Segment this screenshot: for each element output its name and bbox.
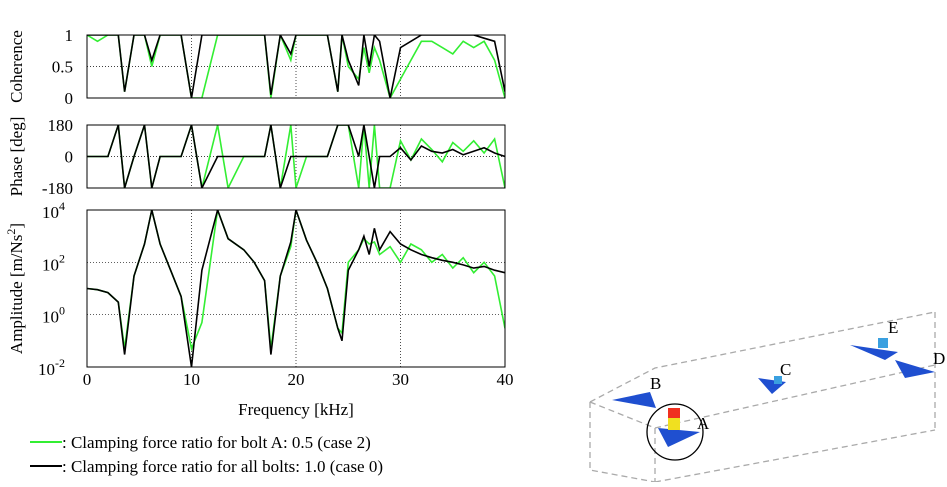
y-axis-label: Phase [deg] — [7, 117, 26, 197]
x-tick-label: 0 — [83, 370, 92, 389]
x-tick-label: 10 — [183, 370, 200, 389]
y-tick-label: 180 — [48, 116, 74, 135]
y-tick-label: 104 — [42, 199, 65, 222]
plot-frame — [86, 124, 506, 189]
y-tick-label: 0.5 — [52, 58, 73, 77]
y-tick-label: 100 — [42, 304, 65, 327]
bolt-label: B — [650, 374, 661, 393]
y-tick-label: 1 — [65, 26, 74, 45]
x-tick-label: 30 — [392, 370, 409, 389]
y-tick-exponent: 2 — [59, 251, 65, 265]
y-tick-label: 0 — [65, 89, 74, 108]
series-line — [87, 210, 505, 367]
series-line — [87, 35, 505, 98]
bolt-label: C — [780, 360, 791, 379]
legend-label: : Clamping force ratio for all bolts: 1.… — [62, 457, 383, 476]
y-tick-exponent: 0 — [59, 304, 65, 318]
y-tick-exponent: 4 — [59, 199, 65, 213]
bolt-label: E — [888, 318, 898, 337]
y-tick-label: -180 — [42, 179, 73, 198]
y-axis-label-part: Amplitude [m/Ns — [7, 235, 26, 354]
y-axis-label-part: ] — [7, 223, 26, 229]
plot-frame — [86, 34, 506, 99]
series-line — [87, 35, 505, 98]
y-axis-label-part: 2 — [4, 229, 18, 235]
y-tick-label: 102 — [42, 251, 65, 274]
y-axis-label: Coherence — [7, 30, 26, 103]
legend-label: : Clamping force ratio for bolt A: 0.5 (… — [62, 433, 371, 452]
bolt-diagram: B A C D E — [589, 311, 945, 483]
x-tick-label: 40 — [497, 370, 514, 389]
y-tick-label: 0 — [65, 148, 74, 167]
y-tick-exponent: -2 — [55, 356, 65, 370]
y-axis-label-part: Phase [deg] — [7, 117, 26, 197]
bolt-label: A — [697, 414, 710, 433]
y-tick-base: 10 — [42, 308, 59, 327]
y-axis-label-part: Coherence — [7, 30, 26, 103]
y-axis-label: Amplitude [m/Ns2] — [4, 223, 26, 354]
x-tick-label: 20 — [288, 370, 305, 389]
plot-frame — [86, 209, 506, 368]
series-line — [87, 125, 505, 188]
x-axis-label: Frequency [kHz] — [238, 400, 354, 419]
y-tick-base: 10 — [38, 360, 55, 379]
y-tick-label: 10-2 — [38, 356, 65, 379]
bolt-label: D — [933, 349, 945, 368]
y-tick-base: 10 — [42, 255, 59, 274]
y-tick-base: 10 — [42, 203, 59, 222]
